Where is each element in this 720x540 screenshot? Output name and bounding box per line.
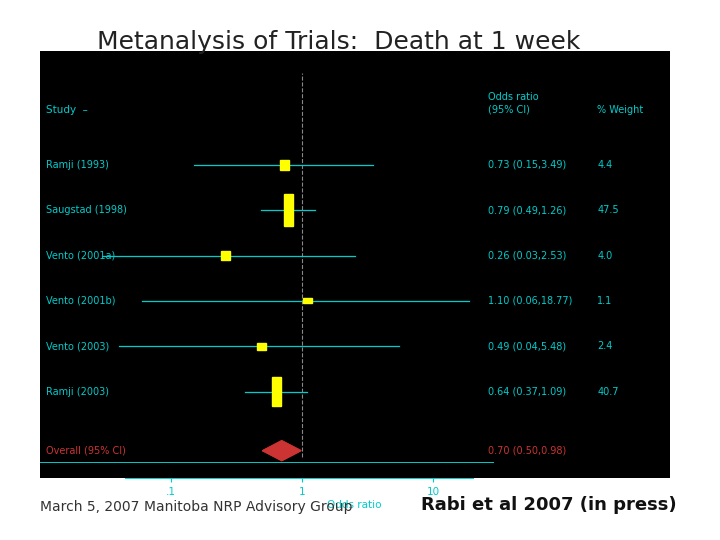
Text: Rabi et al 2007 (in press): Rabi et al 2007 (in press) xyxy=(421,496,677,514)
Bar xyxy=(284,194,293,226)
Text: Metanalysis of Trials:  Death at 1 week: Metanalysis of Trials: Death at 1 week xyxy=(97,30,580,53)
Text: Overall (95% CI): Overall (95% CI) xyxy=(46,446,126,456)
Text: 0.73 (0.15,3.49): 0.73 (0.15,3.49) xyxy=(488,160,567,170)
Text: Ramji (1993): Ramji (1993) xyxy=(46,160,109,170)
Text: Saugstad (1998): Saugstad (1998) xyxy=(46,205,127,215)
Text: March 5, 2007: March 5, 2007 xyxy=(40,500,139,514)
Bar xyxy=(279,160,289,170)
Bar xyxy=(257,343,266,350)
Text: 0.79 (0.49,1.26): 0.79 (0.49,1.26) xyxy=(488,205,567,215)
Text: Ramji (2003): Ramji (2003) xyxy=(46,387,109,397)
Text: Study  –: Study – xyxy=(46,105,88,116)
Polygon shape xyxy=(263,441,301,461)
Text: Manitoba NRP Advisory Group: Manitoba NRP Advisory Group xyxy=(144,500,353,514)
Text: % Weight: % Weight xyxy=(598,105,644,116)
Text: Vento (2003): Vento (2003) xyxy=(46,341,109,352)
Text: 0.70 (0.50,0.98): 0.70 (0.50,0.98) xyxy=(488,446,567,456)
Text: 0.49 (0.04,5.48): 0.49 (0.04,5.48) xyxy=(488,341,567,352)
X-axis label: Odds ratio: Odds ratio xyxy=(328,500,382,510)
Text: 1.1: 1.1 xyxy=(598,296,613,306)
Text: 0.26 (0.03,2.53): 0.26 (0.03,2.53) xyxy=(488,251,567,260)
Text: 0.64 (0.37,1.09): 0.64 (0.37,1.09) xyxy=(488,387,567,397)
Text: 2.4: 2.4 xyxy=(598,341,613,352)
Text: 1.10 (0.06,18.77): 1.10 (0.06,18.77) xyxy=(488,296,573,306)
Bar xyxy=(221,251,230,260)
Text: Vento (2001b): Vento (2001b) xyxy=(46,296,116,306)
Text: 4.4: 4.4 xyxy=(598,160,613,170)
Bar xyxy=(303,299,312,303)
Text: 4.0: 4.0 xyxy=(598,251,613,260)
Bar xyxy=(272,377,282,407)
Text: Odds ratio
(95% CI): Odds ratio (95% CI) xyxy=(488,92,539,114)
Text: Vento (2001a): Vento (2001a) xyxy=(46,251,115,260)
Text: 40.7: 40.7 xyxy=(598,387,619,397)
Text: 47.5: 47.5 xyxy=(598,205,619,215)
